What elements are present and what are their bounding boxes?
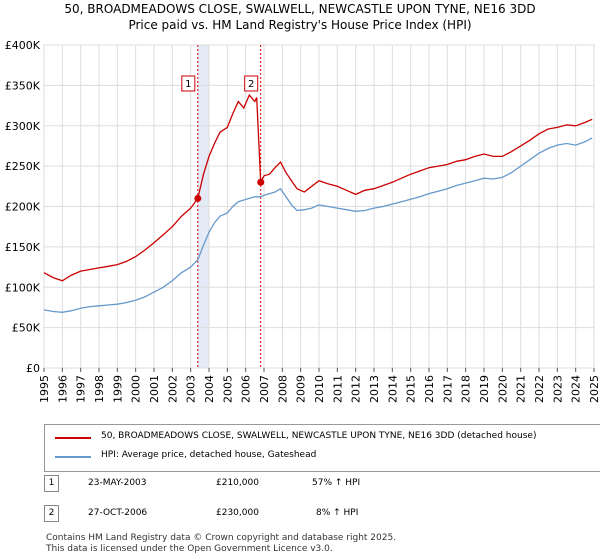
x-tick-label: 2020 bbox=[496, 375, 509, 403]
x-tick-label: 2008 bbox=[276, 375, 289, 403]
x-tick-label: 2022 bbox=[533, 375, 546, 403]
y-tick-label: £100K bbox=[5, 281, 41, 294]
x-tick-label: 2006 bbox=[240, 375, 253, 403]
sale-number-label: 1 bbox=[185, 79, 191, 90]
x-tick-label: 1999 bbox=[111, 375, 124, 403]
x-tick-label: 2010 bbox=[313, 375, 326, 403]
x-tick-label: 2023 bbox=[551, 375, 564, 403]
x-tick-label: 1997 bbox=[75, 375, 88, 403]
legend: 50, BROADMEADOWS CLOSE, SWALWELL, NEWCAS… bbox=[44, 424, 600, 472]
x-tick-label: 2016 bbox=[423, 375, 436, 403]
x-tick-label: 2001 bbox=[148, 375, 161, 403]
x-tick-label: 2019 bbox=[478, 375, 491, 403]
legend-label-hpi: HPI: Average price, detached house, Gate… bbox=[101, 450, 317, 460]
chart-area: 1 2 £0 £50K £100K £150K £200K £250K £300K £350K £… bbox=[5, 39, 600, 403]
x-tick-label: 2015 bbox=[405, 375, 418, 403]
y-tick-label: £50K bbox=[12, 322, 41, 335]
transaction-number: 2 bbox=[44, 505, 59, 522]
sale-number-label: 2 bbox=[248, 79, 254, 90]
x-tick-label: 1995 bbox=[38, 375, 51, 403]
footer-licence: This data is licensed under the Open Gov… bbox=[46, 544, 333, 554]
y-tick-label: £150K bbox=[5, 241, 41, 254]
x-tick-label: 2017 bbox=[441, 375, 454, 403]
transaction-date: 27-OCT-2006 bbox=[88, 508, 148, 518]
y-tick-label: £200K bbox=[5, 201, 41, 214]
legend-label-property: 50, BROADMEADOWS CLOSE, SWALWELL, NEWCAS… bbox=[101, 431, 537, 441]
hpi-line bbox=[43, 137, 593, 313]
x-tick-label: 2011 bbox=[331, 375, 344, 403]
sale-number-box bbox=[181, 75, 196, 92]
x-tick-label: 2007 bbox=[258, 375, 271, 403]
x-tick-label: 2025 bbox=[588, 375, 600, 403]
x-tick-label: 2012 bbox=[350, 375, 363, 403]
x-tick-label: 2009 bbox=[295, 375, 308, 403]
transaction-date: 23-MAY-2003 bbox=[88, 478, 147, 488]
x-tick-label: 2003 bbox=[185, 375, 198, 403]
x-tick-label: 2014 bbox=[386, 375, 399, 403]
transaction-hpi: 8% ↑ HPI bbox=[316, 508, 359, 518]
x-tick-label: 2005 bbox=[221, 375, 234, 403]
chart-title: 50, BROADMEADOWS CLOSE, SWALWELL, NEWCAS… bbox=[64, 2, 536, 16]
x-tick-label: 2018 bbox=[460, 375, 473, 403]
sale-number-box bbox=[244, 75, 259, 92]
legend-line-property bbox=[55, 437, 91, 439]
y-tick-label: £300K bbox=[5, 120, 41, 133]
chart-subtitle: Price paid vs. HM Land Registry's House … bbox=[128, 18, 472, 32]
sale-point bbox=[257, 178, 265, 186]
x-tick-label: 2013 bbox=[368, 375, 381, 403]
transaction-price: £210,000 bbox=[216, 478, 259, 488]
x-tick-label: 2004 bbox=[203, 375, 216, 403]
footer-copyright: Contains HM Land Registry data © Crown c… bbox=[46, 533, 397, 543]
x-tick-label: 2021 bbox=[515, 375, 528, 403]
x-tick-label: 1998 bbox=[93, 375, 106, 403]
y-tick-label: £400K bbox=[5, 39, 41, 52]
transaction-price: £230,000 bbox=[216, 508, 259, 518]
x-tick-label: 2002 bbox=[166, 375, 179, 403]
y-tick-label: £250K bbox=[5, 160, 41, 173]
sale-point bbox=[194, 194, 202, 202]
legend-line-hpi bbox=[55, 456, 91, 458]
x-tick-label: 2024 bbox=[570, 375, 583, 403]
property-price-line bbox=[43, 93, 593, 282]
x-tick-label: 1996 bbox=[56, 375, 69, 403]
x-tick-label: 2000 bbox=[130, 375, 143, 403]
transaction-hpi: 57% ↑ HPI bbox=[312, 478, 361, 488]
y-tick-label: £350K bbox=[5, 79, 41, 92]
y-tick-label: £0 bbox=[26, 362, 40, 375]
transaction-number: 1 bbox=[44, 475, 59, 492]
